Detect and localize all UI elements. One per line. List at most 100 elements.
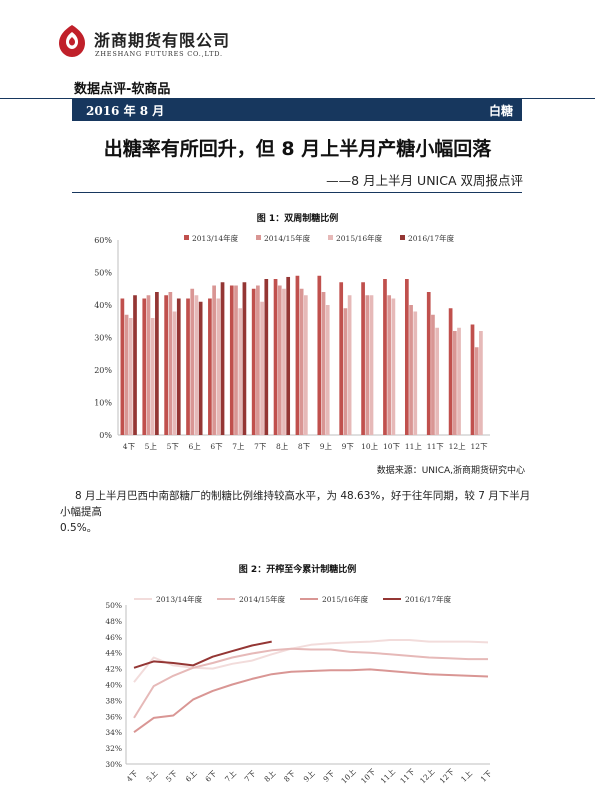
legend-label: 2016/17年度 [405,594,452,604]
bar-chart: 0% 10% 20% 30% 40% 50% 60% 4下 5上 5下 6上 6下 7上 7下 8上 8下 9上… [94,233,490,451]
x-tick-label: 12上 [449,442,467,451]
bar [413,311,418,435]
bar [120,298,125,435]
x-tick-label: 9上 [302,768,317,783]
y-tick-label: 0% [99,431,112,440]
y-tick-label: 46% [105,633,122,642]
report-date: 2016 年 8 月 [86,104,165,118]
bar [208,298,212,435]
bar [404,279,409,435]
x-tick-label: 9上 [320,442,333,451]
y-tick-label: 50% [94,269,112,278]
bar [133,295,137,435]
bar [264,279,269,435]
section-title: 数据点评-软商品 [74,82,171,97]
bar [479,331,483,435]
bar [431,314,435,435]
body-text-line2: 0.5%。 [60,522,98,534]
legend-label: 2015/16年度 [322,594,369,604]
bar [448,308,453,435]
bar [409,305,413,435]
x-tick-label: 5上 [145,442,158,451]
x-tick-label: 7下 [254,442,267,451]
divider [72,192,522,193]
legend-swatch [328,235,333,240]
bar [155,292,159,435]
bar [383,279,387,435]
x-tick-label: 11下 [398,767,417,786]
x-tick-label: 6上 [184,768,199,783]
x-tick-label: 8上 [276,442,289,451]
x-tick-label: 9下 [321,768,336,783]
legend-label: 2014/15年度 [239,594,286,604]
y-tick-label: 60% [94,236,112,245]
bar [435,327,440,435]
x-tick-label: 8上 [262,768,277,783]
bar [251,288,256,435]
series-line [133,640,272,669]
x-tick-label: 6下 [210,442,223,451]
bar [426,292,431,435]
bar [234,285,238,435]
y-tick-label: 30% [94,334,112,343]
bar [172,311,177,435]
bar [321,292,326,435]
bar [470,324,475,435]
bar [238,308,243,435]
bar [304,295,308,435]
x-tick-label: 4下 [123,442,136,451]
bar [150,318,155,435]
bar [457,327,461,435]
legend-label: 2015/16年度 [336,233,383,243]
bar [361,282,365,435]
legend-label: 2013/14年度 [156,594,203,604]
x-tick-label: 11上 [379,767,398,786]
x-tick-label: 10上 [339,767,358,786]
divider [0,98,595,99]
bar [277,285,282,435]
company-logo-icon [59,25,85,57]
legend-swatch [184,235,189,240]
data-source: 数据来源：UNICA,浙商期货研究中心 [376,466,525,476]
bar [474,347,479,435]
y-tick-label: 38% [105,696,122,705]
y-tick-label: 42% [105,665,122,674]
company-name-en: ZHESHANG FUTURES CO.,LTD. [95,50,223,58]
x-tick-label: 6上 [188,442,201,451]
x-tick-label: 1上 [459,768,474,783]
y-tick-label: 44% [105,649,122,658]
y-tick-label: 34% [105,728,122,737]
y-tick-label: 32% [105,744,122,753]
x-tick-label: 6下 [203,768,218,783]
bar [339,282,344,435]
y-tick-label: 20% [94,366,112,375]
bar [128,318,133,435]
bar [286,276,291,435]
series-line [133,647,488,719]
x-tick-label: 10下 [383,442,401,451]
x-tick-label: 4下 [125,768,140,783]
bar [347,295,352,435]
bar [220,282,225,435]
body-text-line1: 8 月上半月巴西中南部糖厂的制糖比例维持较高水平，为 48.63%，好于往年同期… [60,490,531,518]
legend-label: 2013/14年度 [192,233,239,243]
legend-label: 2016/17年度 [408,233,455,243]
y-tick-label: 36% [105,712,122,721]
x-tick-label: 10上 [361,442,379,451]
bar [391,298,396,435]
x-tick-label: 10下 [359,767,378,786]
company-name: 浙商期货有限公司 [94,31,231,50]
report-category: 白糖 [488,104,513,118]
bar [256,285,260,435]
x-tick-label: 11上 [405,442,423,451]
bar [387,295,392,435]
bar [452,331,457,435]
bar [216,298,221,435]
bar [176,298,181,435]
y-tick-label: 48% [105,617,122,626]
bar [168,292,173,435]
legend-swatch [256,235,261,240]
bar [229,285,234,435]
bar [212,285,216,435]
bar [325,305,330,435]
